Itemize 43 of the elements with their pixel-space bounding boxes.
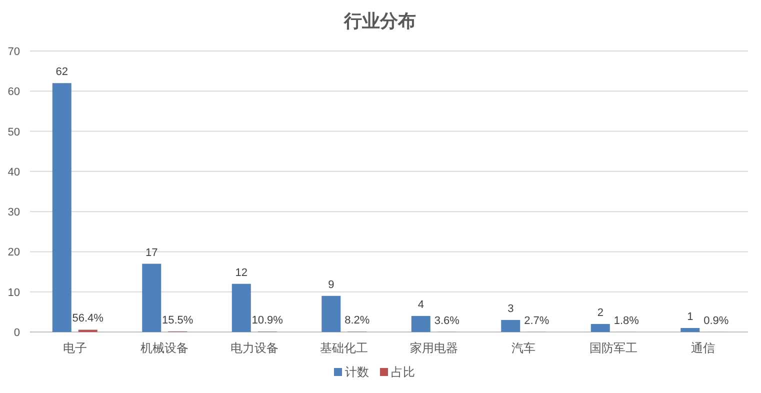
bar — [232, 284, 251, 332]
y-tick-label: 20 — [8, 246, 20, 259]
y-tick-label: 50 — [8, 126, 20, 138]
y-tick-label: 40 — [8, 166, 20, 178]
data-label: 3.6% — [434, 314, 460, 327]
x-tick-label: 家用电器 — [410, 341, 458, 355]
bar — [411, 316, 430, 332]
y-tick-label: 0 — [14, 327, 20, 339]
bar — [680, 328, 700, 332]
data-label: 0.9% — [704, 314, 729, 327]
bar — [52, 83, 72, 332]
x-tick-label: 通信 — [691, 341, 716, 355]
x-tick-label: 电力设备 — [230, 341, 278, 355]
x-tick-label: 机械设备 — [140, 341, 189, 355]
data-label: 10.9% — [252, 314, 284, 327]
bar — [590, 324, 610, 332]
data-label: 17 — [146, 246, 158, 259]
data-label: 4 — [418, 298, 424, 311]
chart-title: 行业分布 — [343, 11, 416, 31]
bar — [142, 264, 162, 332]
data-label: 3 — [508, 302, 514, 315]
y-tick-label: 70 — [8, 46, 20, 58]
data-label: 2.7% — [524, 314, 550, 327]
legend-label: 计数 — [345, 365, 369, 379]
data-label: 62 — [56, 66, 68, 78]
data-label: 2 — [597, 306, 604, 319]
data-label: 8.2% — [344, 314, 370, 327]
y-tick-label: 10 — [8, 286, 20, 299]
x-tick-label: 国防军工 — [589, 341, 638, 355]
data-label: 1.8% — [614, 314, 640, 327]
data-label: 12 — [235, 266, 248, 279]
y-tick-label: 30 — [8, 206, 20, 219]
x-tick-label: 汽车 — [512, 341, 536, 355]
legend-label: 占比 — [391, 365, 415, 379]
data-label: 9 — [328, 278, 334, 291]
data-label: 1 — [687, 310, 694, 323]
x-tick-label: 基础化工 — [320, 341, 368, 355]
y-tick-label: 60 — [8, 86, 20, 98]
bar — [501, 320, 520, 332]
bar — [322, 296, 341, 332]
data-label: 56.4% — [72, 312, 104, 325]
x-tick-label: 电子 — [62, 341, 87, 355]
data-label: 15.5% — [162, 314, 194, 326]
